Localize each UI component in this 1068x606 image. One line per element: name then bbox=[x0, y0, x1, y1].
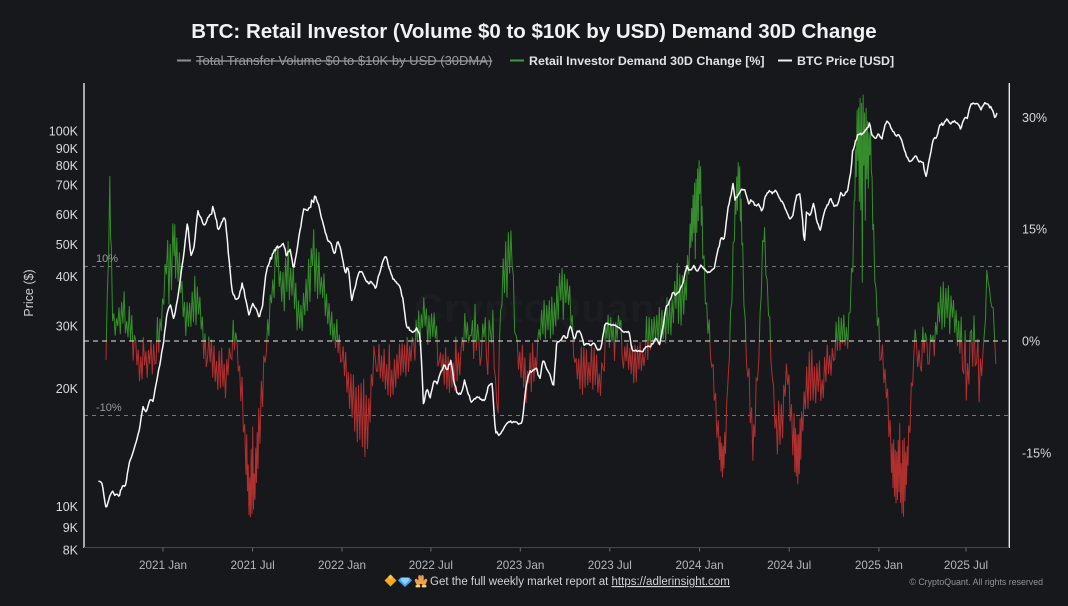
svg-text:-15%: -15% bbox=[1022, 447, 1051, 461]
svg-text:40K: 40K bbox=[56, 270, 79, 284]
svg-text:2022 Jan: 2022 Jan bbox=[318, 559, 366, 572]
svg-text:70K: 70K bbox=[56, 179, 79, 193]
svg-text:80K: 80K bbox=[56, 159, 79, 173]
svg-text:© CryptoQuant. All rights rese: © CryptoQuant. All rights reserved bbox=[909, 577, 1043, 587]
svg-text:100K: 100K bbox=[49, 125, 79, 139]
svg-text:BTC: Retail Investor (Volume $: BTC: Retail Investor (Volume $0 to $10K … bbox=[191, 20, 876, 43]
svg-text:2025 Jan: 2025 Jan bbox=[855, 559, 903, 572]
svg-text:2021 Jan: 2021 Jan bbox=[139, 559, 187, 572]
svg-text:2023 Jan: 2023 Jan bbox=[496, 559, 544, 572]
svg-text:8K: 8K bbox=[63, 544, 79, 558]
svg-text:60K: 60K bbox=[56, 208, 79, 222]
svg-text:30%: 30% bbox=[1022, 111, 1047, 125]
svg-text:-10%: -10% bbox=[96, 402, 122, 414]
svg-text:0%: 0% bbox=[1022, 335, 1040, 349]
svg-text:10%: 10% bbox=[96, 253, 118, 265]
svg-text:Retail Investor Demand 30D Cha: Retail Investor Demand 30D Change [%] bbox=[529, 54, 764, 68]
svg-text:2025 Jul: 2025 Jul bbox=[944, 559, 988, 572]
svg-text:9K: 9K bbox=[63, 521, 79, 535]
svg-text:10K: 10K bbox=[56, 500, 79, 514]
svg-text:Total Transfer Volume $0 to $1: Total Transfer Volume $0 to $10K by USD … bbox=[196, 53, 492, 68]
svg-text:2024 Jan: 2024 Jan bbox=[676, 559, 724, 572]
svg-text:2024 Jul: 2024 Jul bbox=[767, 559, 811, 572]
svg-text:90K: 90K bbox=[56, 142, 79, 156]
svg-text:2021 Jul: 2021 Jul bbox=[230, 559, 274, 572]
svg-text:Get the full weekly market rep: Get the full weekly market report at htt… bbox=[430, 576, 730, 588]
svg-text:50K: 50K bbox=[56, 238, 79, 252]
svg-text:BTC Price [USD]: BTC Price [USD] bbox=[797, 54, 894, 68]
svg-text:2022 Jul: 2022 Jul bbox=[409, 559, 453, 572]
svg-text:Price ($): Price ($) bbox=[22, 269, 36, 316]
svg-text:2023 Jul: 2023 Jul bbox=[588, 559, 632, 572]
svg-text:30K: 30K bbox=[56, 320, 79, 334]
svg-text:15%: 15% bbox=[1022, 223, 1047, 237]
svg-text:20K: 20K bbox=[56, 382, 79, 396]
